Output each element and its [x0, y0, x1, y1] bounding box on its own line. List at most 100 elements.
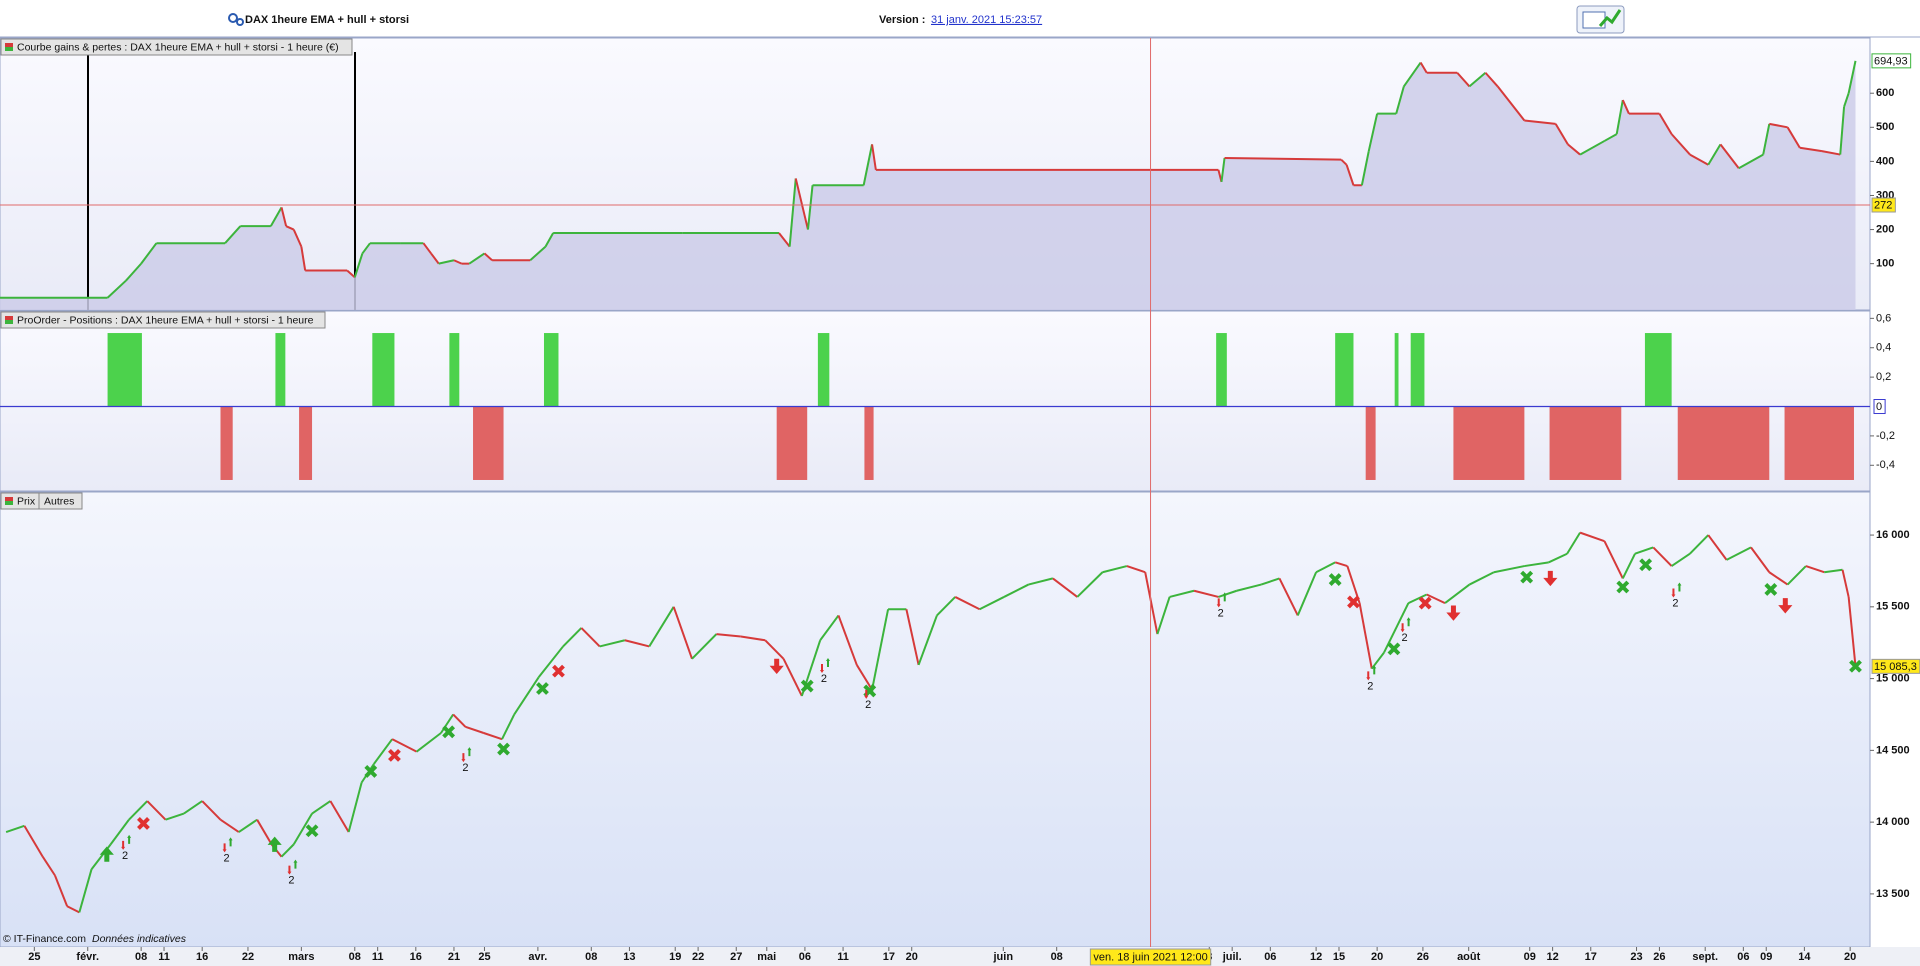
- line-segment: [862, 144, 874, 186]
- trade-signal: [1328, 573, 1342, 586]
- line-segment: [280, 207, 288, 227]
- x-tick-label: 25: [478, 951, 490, 963]
- x-tick-label: avr.: [528, 951, 547, 963]
- y-tick-label: 400: [1876, 155, 1894, 167]
- line-segment: [1358, 602, 1373, 669]
- last-value-tag-text: 694,93: [1874, 55, 1908, 67]
- line-segment: [513, 676, 540, 716]
- line-segment: [106, 279, 127, 299]
- y-tick-label: 0,4: [1876, 342, 1891, 354]
- line-segment: [346, 269, 356, 279]
- tab-label[interactable]: Autres: [44, 495, 74, 507]
- line-segment: [128, 800, 148, 821]
- line-segment: [806, 185, 814, 230]
- trade-signal: [364, 765, 378, 778]
- equity-area: [0, 60, 1856, 310]
- line-segment: [23, 825, 44, 858]
- trade-signal: [800, 679, 814, 693]
- line-segment: [819, 614, 840, 641]
- line-segment: [1689, 153, 1709, 166]
- line-segment: [837, 615, 858, 666]
- trade-signal: [1616, 580, 1630, 594]
- line-segment: [691, 633, 718, 660]
- y-tick-label: 0,6: [1876, 312, 1891, 324]
- line-segment: [66, 905, 80, 914]
- line-segment: [1484, 72, 1499, 88]
- line-segment: [1340, 158, 1348, 166]
- line-segment: [1193, 589, 1219, 598]
- line-segment: [1052, 577, 1078, 598]
- position-bar: [864, 406, 874, 480]
- line-segment: [1843, 92, 1850, 108]
- x-tick-label: 11: [372, 951, 384, 963]
- position-bar: [1644, 333, 1672, 407]
- line-segment: [1383, 602, 1410, 654]
- x-tick-label: 12: [1310, 951, 1322, 963]
- x-tick-label: 23: [1630, 951, 1642, 963]
- line-segment: [452, 713, 467, 728]
- line-segment: [224, 225, 242, 244]
- version-link[interactable]: 31 janv. 2021 15:23:57: [931, 14, 1042, 26]
- line-segment: [1604, 133, 1618, 142]
- y-tick-label: -0,4: [1876, 459, 1895, 471]
- x-tick-label: 25: [28, 951, 40, 963]
- line-segment: [1524, 561, 1549, 568]
- line-segment: [422, 242, 432, 255]
- line-segment: [1028, 577, 1054, 586]
- report-button[interactable]: [1576, 5, 1625, 34]
- line-segment: [1407, 593, 1428, 604]
- line-segment: [453, 259, 462, 265]
- y-tick-label: 13 500: [1876, 888, 1910, 900]
- position-bar: [1216, 333, 1227, 407]
- x-tick-label: juil.: [1222, 951, 1242, 963]
- line-segment: [1003, 583, 1029, 598]
- line-segment: [1824, 568, 1843, 574]
- position-bar: [299, 406, 313, 480]
- line-segment: [905, 609, 920, 666]
- last-value-tag-box: [1871, 53, 1912, 69]
- line-segment: [1768, 571, 1789, 586]
- double-signal-count: 2: [462, 762, 468, 774]
- line-segment: [648, 606, 675, 647]
- line-segment: [1444, 583, 1471, 604]
- x-tick-label: 13: [623, 951, 635, 963]
- line-segment: [285, 225, 295, 231]
- line-segment: [1296, 571, 1318, 616]
- line-segment: [672, 606, 693, 660]
- line-segment: [788, 178, 797, 247]
- line-segment: [483, 732, 503, 741]
- double-signal: [121, 840, 126, 850]
- line-segment: [1726, 546, 1752, 561]
- panel-price: [0, 491, 1871, 948]
- double-signal: [1372, 665, 1377, 675]
- line-segment: [501, 714, 516, 740]
- line-segment: [1220, 157, 1226, 182]
- line-segment: [109, 819, 130, 845]
- line-segment: [537, 645, 564, 678]
- double-signal: [228, 837, 233, 847]
- position-bar: [776, 406, 808, 480]
- line-segment: [353, 253, 364, 278]
- line-segment: [1370, 652, 1385, 670]
- x-tick-label: févr.: [76, 951, 99, 963]
- line-segment: [361, 242, 371, 255]
- panel-label: ProOrder - Positions : DAX 1heure EMA + …: [0, 311, 326, 329]
- double-signal-count: 2: [1402, 632, 1408, 644]
- line-segment: [1719, 143, 1740, 169]
- x-tick-label: 09: [1760, 951, 1772, 963]
- x-tick-label: 17: [1585, 951, 1597, 963]
- line-segment: [716, 633, 741, 638]
- line-segment: [1671, 552, 1691, 567]
- trade-signal: [1347, 595, 1360, 609]
- y-tick-label: 200: [1876, 223, 1894, 235]
- tab-button[interactable]: Autres: [38, 492, 83, 510]
- double-signal: [1222, 592, 1227, 602]
- line-segment: [1524, 119, 1556, 125]
- line-segment: [871, 144, 877, 171]
- trade-signal: [552, 664, 565, 678]
- x-tick-label: sept.: [1692, 951, 1718, 963]
- line-segment: [1144, 572, 1159, 635]
- trade-signal: [267, 836, 282, 852]
- trade-signal: [497, 742, 510, 756]
